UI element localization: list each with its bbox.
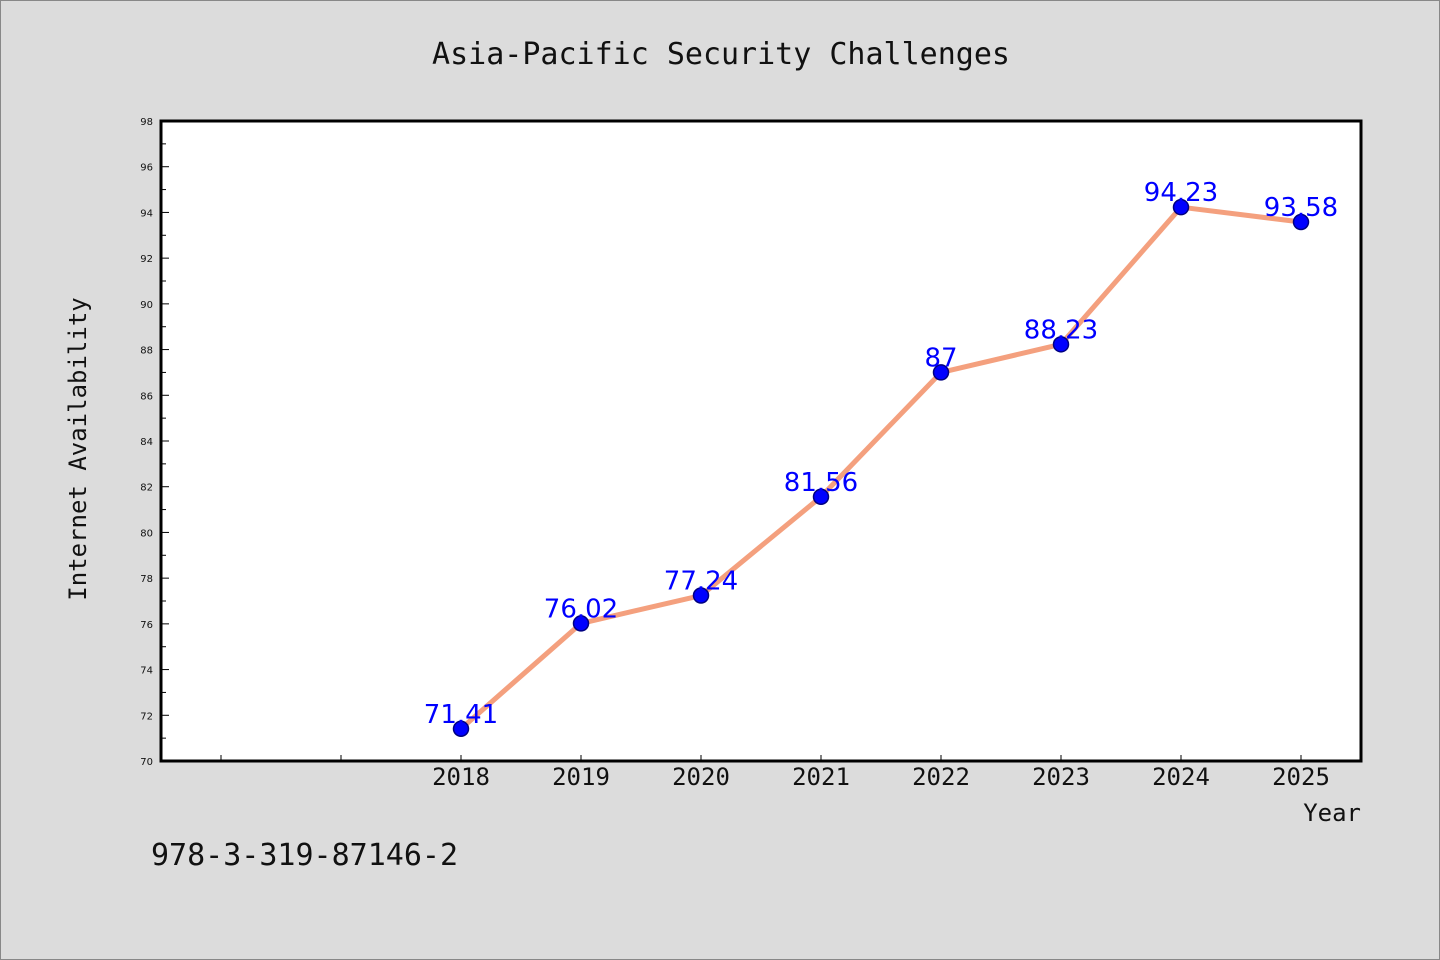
x-tick-label-2025: 2025 <box>1272 763 1330 791</box>
data-point-2018 <box>452 720 470 738</box>
data-label-2023: 88.23 <box>1024 315 1098 345</box>
data-label-2020: 77.24 <box>664 567 738 597</box>
data-point-2023 <box>1052 336 1070 353</box>
isbn-text: 978-3-319-87146-2 <box>151 838 458 873</box>
data-point-2021 <box>812 488 830 506</box>
y-tick-label-82: 82 <box>140 483 153 494</box>
y-axis-label: Internet Availability <box>64 297 92 600</box>
x-tick-label-2024: 2024 <box>1152 763 1210 791</box>
x-axis-label: Year <box>1303 799 1361 827</box>
data-label-2025: 93.58 <box>1264 193 1338 223</box>
data-point-2020 <box>692 587 710 604</box>
x-tick-label-2021: 2021 <box>792 763 850 791</box>
y-tick-label-92: 92 <box>140 254 153 265</box>
y-tick-label-76: 76 <box>140 620 153 631</box>
x-tick-label-2022: 2022 <box>912 763 970 791</box>
x-tick-label-2023: 2023 <box>1032 763 1090 791</box>
x-tick-label-2018: 2018 <box>432 763 490 791</box>
plot-area <box>159 119 1363 763</box>
series-line-group <box>458 204 1304 732</box>
data-label-2021: 81.56 <box>784 468 858 498</box>
series-line <box>458 204 1304 732</box>
x-tick-label-2019: 2019 <box>552 763 610 791</box>
data-label-2019: 76.02 <box>544 594 618 624</box>
y-tick-label-80: 80 <box>140 528 153 539</box>
data-label-2024: 94.23 <box>1144 178 1218 208</box>
y-tick-label-74: 74 <box>140 666 153 677</box>
y-tick-label-86: 86 <box>140 391 153 402</box>
data-point-2022 <box>932 364 950 381</box>
y-tick-label-72: 72 <box>140 711 153 722</box>
y-tick-label-96: 96 <box>140 163 153 174</box>
y-axis: 70 72 74 76 78 80 82 84 86 88 90 92 94 96 98 <box>140 117 169 768</box>
y-tick-label-90: 90 <box>140 300 153 311</box>
x-axis: 2018 2019 2020 2021 2022 2023 2024 2025 <box>220 755 1330 791</box>
data-label-2022: 87 <box>924 343 957 373</box>
data-labels: 71.41 76.02 77.24 81.56 87 88.23 94.23 93.58 <box>424 178 1338 730</box>
y-tick-label-78: 78 <box>140 574 153 585</box>
y-tick-label-70: 70 <box>140 757 153 768</box>
data-label-2018: 71.41 <box>424 700 498 730</box>
data-points <box>452 198 1310 738</box>
y-tick-label-84: 84 <box>140 437 153 448</box>
y-tick-label-88: 88 <box>140 346 153 357</box>
data-point-2025 <box>1292 213 1310 231</box>
chart-title: Asia-Pacific Security Challenges <box>432 37 1010 72</box>
y-tick-label-94: 94 <box>140 208 153 219</box>
x-tick-label-2020: 2020 <box>672 763 730 791</box>
data-point-2024 <box>1172 198 1190 216</box>
data-point-2019 <box>572 615 590 632</box>
y-tick-label-98: 98 <box>140 117 153 128</box>
